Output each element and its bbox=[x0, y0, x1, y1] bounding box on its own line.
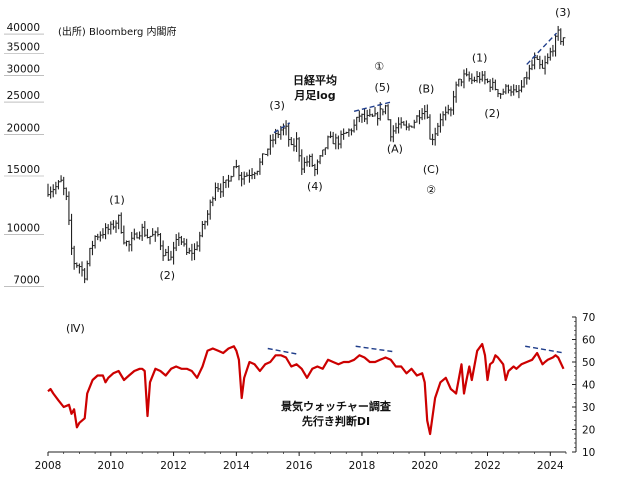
nikkei-title: 日経平均 bbox=[293, 73, 337, 87]
nikkei-y-tick-label: 35000 bbox=[7, 41, 40, 53]
wave-label: (1) bbox=[472, 51, 488, 64]
di-y-tick-label: 50 bbox=[582, 357, 595, 369]
di-x-tick-label: 2012 bbox=[160, 460, 187, 472]
di-y-tick-label: 10 bbox=[582, 447, 595, 459]
wave-label: ① bbox=[374, 60, 384, 73]
nikkei-y-tick-label: 25000 bbox=[7, 90, 40, 102]
nikkei-trend-line bbox=[526, 32, 558, 65]
di-x-tick-label: 2016 bbox=[286, 460, 313, 472]
wave-label: (3) bbox=[555, 6, 571, 19]
wave-label: ② bbox=[426, 183, 436, 196]
nikkei-trend-line bbox=[273, 122, 291, 134]
nikkei-y-tick-label: 15000 bbox=[7, 164, 40, 176]
di-trend-line bbox=[355, 345, 396, 353]
di-x-tick-label: 2018 bbox=[349, 460, 376, 472]
nikkei-series bbox=[47, 25, 566, 284]
wave-label: (B) bbox=[418, 83, 434, 96]
nikkei-y-tick-label: 20000 bbox=[7, 122, 40, 134]
di-title: 先行き判断DI bbox=[302, 414, 370, 428]
panel-label: (Ⅳ) bbox=[66, 322, 85, 335]
wave-label: (4) bbox=[307, 180, 323, 193]
wave-label: (2) bbox=[160, 269, 176, 282]
wave-label: (2) bbox=[484, 107, 500, 120]
di-title: 景気ウォッチャー調査 bbox=[280, 399, 391, 413]
wave-label: (A) bbox=[387, 143, 403, 156]
di-x-tick-label: 2008 bbox=[35, 460, 62, 472]
di-y-tick-label: 60 bbox=[582, 335, 595, 347]
watcher-di-chart: 2008 2010 2012 2014 2016 2018 2020 2022 2024 10 20… bbox=[35, 312, 596, 472]
di-x-tick-label: 2020 bbox=[411, 460, 438, 472]
di-y-tick-label: 40 bbox=[582, 380, 595, 392]
di-y-tick-label: 30 bbox=[582, 402, 595, 414]
di-y-tick-label: 70 bbox=[582, 312, 595, 324]
nikkei-trend-line bbox=[353, 101, 391, 112]
di-x-tick-label: 2010 bbox=[97, 460, 124, 472]
di-series-line bbox=[47, 342, 565, 436]
wave-label: (C) bbox=[423, 163, 439, 176]
source-note: (出所) Bloomberg 内閣府 bbox=[58, 25, 177, 38]
wave-label: (3) bbox=[269, 99, 285, 112]
nikkei-title: 月足log bbox=[293, 89, 335, 102]
nikkei-chart: 40000 35000 30000 25000 20000 15000 10000 7000 (… bbox=[4, 6, 571, 287]
di-x-tick-label: 2024 bbox=[537, 460, 564, 472]
wave-label: (5) bbox=[375, 81, 391, 94]
di-trend-line bbox=[267, 347, 298, 355]
di-x-tick-label: 2014 bbox=[223, 460, 250, 472]
nikkei-y-tick-label: 40000 bbox=[7, 22, 40, 34]
nikkei-y-tick-label: 10000 bbox=[7, 223, 40, 235]
nikkei-y-tick-label: 7000 bbox=[13, 274, 40, 286]
nikkei-y-tick-label: 30000 bbox=[7, 64, 40, 76]
di-y-tick-label: 20 bbox=[582, 425, 595, 437]
di-x-tick-label: 2022 bbox=[474, 460, 501, 472]
wave-label: (1) bbox=[109, 194, 125, 207]
di-trend-line bbox=[525, 345, 565, 354]
